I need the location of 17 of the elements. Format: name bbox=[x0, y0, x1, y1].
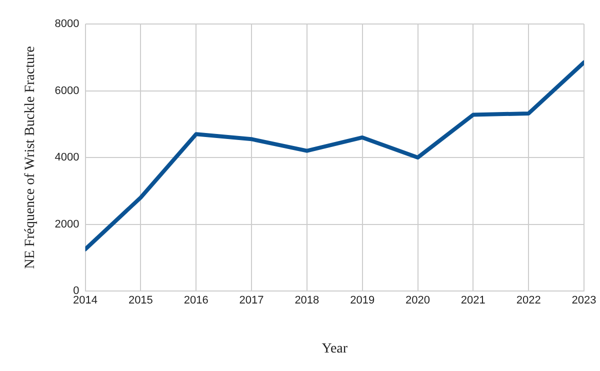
y-tick-label: 8000 bbox=[54, 18, 80, 30]
y-tick-label: 6000 bbox=[54, 84, 80, 97]
x-tick-label: 2021 bbox=[460, 294, 486, 307]
x-tick-label: 2017 bbox=[239, 294, 264, 307]
x-tick-label: 2022 bbox=[516, 294, 541, 307]
x-axis-title: Year bbox=[322, 341, 348, 356]
x-tick-label: 2018 bbox=[294, 294, 320, 307]
y-tick-label: 4000 bbox=[54, 152, 80, 164]
y-tick-label: 2000 bbox=[54, 218, 80, 230]
y-tick-label: 0 bbox=[73, 285, 80, 298]
x-tick-label: 2015 bbox=[128, 294, 153, 307]
x-tick-label: 2020 bbox=[406, 294, 430, 307]
x-tick-label: 2023 bbox=[572, 294, 596, 307]
y-axis-title: NE Fréquence of Wrist Buckle Fracture bbox=[23, 46, 38, 269]
x-tick-label: 2014 bbox=[73, 294, 98, 307]
x-tick-label: 2016 bbox=[184, 294, 208, 307]
x-tick-label: 2019 bbox=[350, 294, 375, 307]
